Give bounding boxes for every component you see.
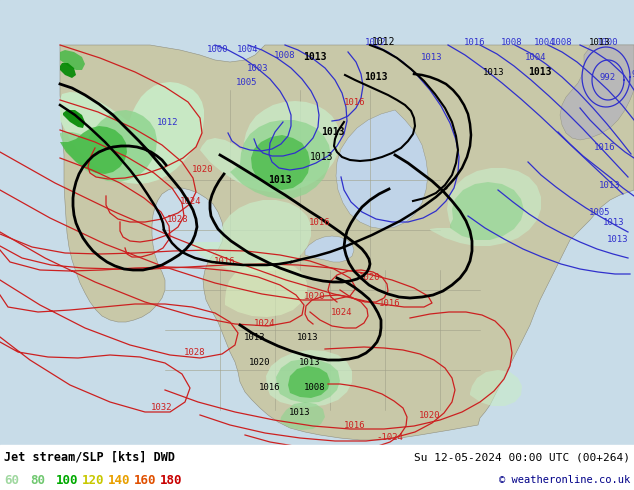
Text: 1013: 1013: [589, 38, 611, 47]
Text: 1020: 1020: [304, 292, 326, 301]
Text: 1020: 1020: [359, 273, 381, 282]
Text: 1013: 1013: [289, 408, 311, 417]
Polygon shape: [190, 200, 311, 273]
Polygon shape: [276, 359, 340, 403]
Polygon shape: [470, 370, 522, 406]
Text: 1012: 1012: [365, 38, 387, 47]
Text: 1012: 1012: [372, 37, 396, 47]
Text: 1004: 1004: [237, 45, 259, 54]
Polygon shape: [430, 168, 541, 246]
Text: 1003: 1003: [247, 64, 269, 73]
Text: 1013: 1013: [365, 72, 388, 82]
Text: 1004: 1004: [525, 53, 547, 62]
Text: 120: 120: [82, 473, 105, 487]
Text: 1013: 1013: [599, 181, 621, 190]
Text: 1016: 1016: [344, 98, 366, 107]
Text: 1013: 1013: [421, 53, 443, 62]
Polygon shape: [60, 63, 76, 78]
Text: 1028: 1028: [167, 215, 188, 224]
Text: 1016: 1016: [309, 218, 331, 227]
Polygon shape: [60, 45, 634, 440]
Text: 1013: 1013: [607, 235, 629, 244]
Polygon shape: [60, 50, 85, 70]
Text: 1016: 1016: [259, 383, 281, 392]
Text: 996: 996: [632, 70, 634, 79]
Text: 1020: 1020: [192, 165, 214, 174]
Text: 1012: 1012: [157, 118, 179, 127]
Polygon shape: [336, 110, 428, 229]
Text: Jet stream/SLP [kts] DWD: Jet stream/SLP [kts] DWD: [4, 450, 175, 464]
Text: 1028: 1028: [184, 348, 206, 357]
Text: 80: 80: [30, 473, 45, 487]
Text: Su 12-05-2024 00:00 UTC (00+264): Su 12-05-2024 00:00 UTC (00+264): [414, 452, 630, 462]
Text: 160: 160: [134, 473, 157, 487]
Text: 1024: 1024: [331, 308, 353, 317]
Polygon shape: [288, 366, 330, 398]
Text: 1016: 1016: [464, 38, 486, 47]
Text: 140: 140: [108, 473, 131, 487]
Polygon shape: [225, 260, 307, 317]
Polygon shape: [60, 126, 127, 174]
Text: 1020: 1020: [249, 358, 271, 367]
Text: 1013: 1013: [483, 68, 505, 77]
Polygon shape: [60, 110, 157, 182]
Polygon shape: [200, 101, 340, 192]
Polygon shape: [251, 135, 310, 190]
Polygon shape: [450, 182, 524, 240]
Text: 180: 180: [160, 473, 183, 487]
Text: 60: 60: [4, 473, 19, 487]
Text: 1016: 1016: [594, 143, 616, 152]
Text: 1024: 1024: [180, 197, 202, 206]
Text: 1013: 1013: [303, 52, 327, 62]
Text: 1013: 1013: [297, 333, 319, 342]
Text: © weatheronline.co.uk: © weatheronline.co.uk: [499, 475, 630, 485]
Text: 1008: 1008: [551, 38, 573, 47]
Text: 1013: 1013: [528, 67, 552, 77]
Polygon shape: [560, 45, 634, 140]
Polygon shape: [230, 120, 331, 199]
Text: 1005: 1005: [236, 78, 258, 87]
Text: 1020: 1020: [419, 411, 441, 420]
Text: 992: 992: [600, 73, 616, 82]
Text: 1024: 1024: [254, 319, 276, 328]
Text: 1008: 1008: [304, 383, 326, 392]
Text: 1013: 1013: [299, 358, 321, 367]
Polygon shape: [280, 402, 325, 430]
Polygon shape: [305, 236, 354, 262]
Text: 1000: 1000: [207, 45, 229, 54]
Text: 1016: 1016: [379, 299, 401, 308]
Text: 1008: 1008: [275, 51, 295, 60]
Text: 1013: 1013: [244, 333, 266, 342]
Text: 1000: 1000: [597, 38, 618, 47]
Text: 1008: 1008: [501, 38, 523, 47]
Polygon shape: [266, 350, 352, 407]
Bar: [0, 445, 634, 490]
Text: 1005: 1005: [589, 208, 611, 217]
Text: -1024: -1024: [377, 433, 403, 442]
Text: 100: 100: [56, 473, 79, 487]
Text: 1016: 1016: [344, 421, 366, 430]
Polygon shape: [63, 110, 85, 128]
Text: 1013: 1013: [603, 218, 624, 227]
Polygon shape: [60, 82, 204, 184]
Text: 1013: 1013: [268, 175, 292, 185]
Text: 1013: 1013: [310, 152, 333, 162]
Text: 1032: 1032: [152, 403, 172, 412]
Text: 1016: 1016: [214, 257, 236, 266]
Text: 1013: 1013: [321, 127, 345, 137]
Text: 1004: 1004: [534, 38, 556, 47]
